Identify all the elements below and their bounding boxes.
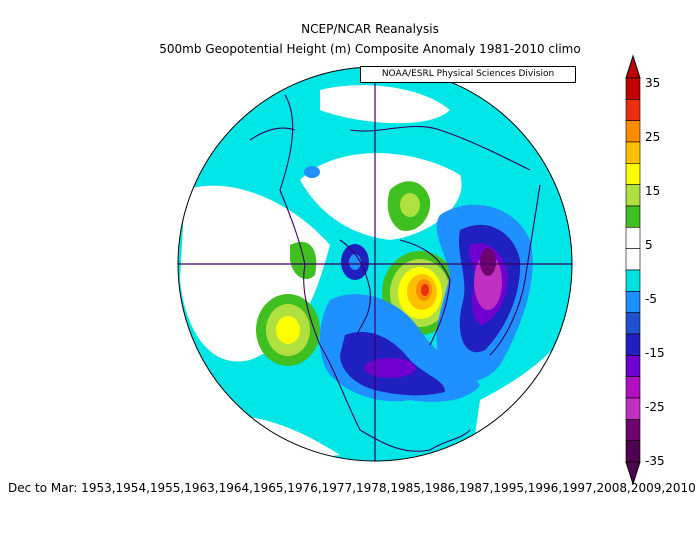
colorbar-segment	[625, 291, 641, 313]
colorbar-segment	[625, 419, 641, 441]
colorbar-segment	[625, 397, 641, 420]
colorbar-label-neg25: -25	[645, 400, 665, 414]
credit-label: NOAA/ESRL Physical Sciences Division	[360, 66, 576, 83]
neutral-region-top	[320, 85, 450, 124]
colorbar-segment	[625, 205, 641, 228]
colorbar-segment	[625, 163, 641, 185]
colorbar-label-15: 15	[645, 184, 661, 198]
colorbar-segment	[625, 184, 641, 207]
colorbar-segment	[625, 248, 641, 271]
colorbar-segment	[625, 120, 641, 143]
colorbar-segment	[625, 99, 641, 121]
colorbar-label-25: 25	[645, 130, 661, 144]
map-disk	[178, 67, 572, 461]
chart-title: NCEP/NCAR Reanalysis	[301, 22, 439, 36]
positive-anomaly-alaska	[290, 241, 317, 280]
colorbar-segment	[625, 440, 641, 463]
colorbar-label-neg15: -15	[645, 346, 665, 360]
coastlines	[249, 94, 541, 452]
colorbar-bottom-arrow	[625, 461, 641, 486]
colorbar-label-neg35: -35	[645, 454, 665, 468]
colorbar-label-neg5: -5	[645, 292, 657, 306]
colorbar-segment	[625, 312, 641, 335]
colorbar-segment	[625, 333, 641, 356]
colorbar-top-arrow	[625, 54, 641, 79]
colorbar-segment	[625, 355, 641, 377]
colorbar-label-5: 5	[645, 238, 653, 252]
colorbar-segment	[625, 227, 641, 249]
colorbar-segment	[625, 77, 641, 100]
colorbar	[625, 54, 641, 486]
colorbar-segment	[625, 376, 641, 399]
colorbar-segment	[625, 269, 641, 292]
footer-years: Dec to Mar: 1953,1954,1955,1963,1964,196…	[8, 481, 696, 495]
chart-subtitle: 500mb Geopotential Height (m) Composite …	[159, 42, 581, 56]
colorbar-segment	[625, 141, 641, 164]
colorbar-label-35: 35	[645, 76, 661, 90]
